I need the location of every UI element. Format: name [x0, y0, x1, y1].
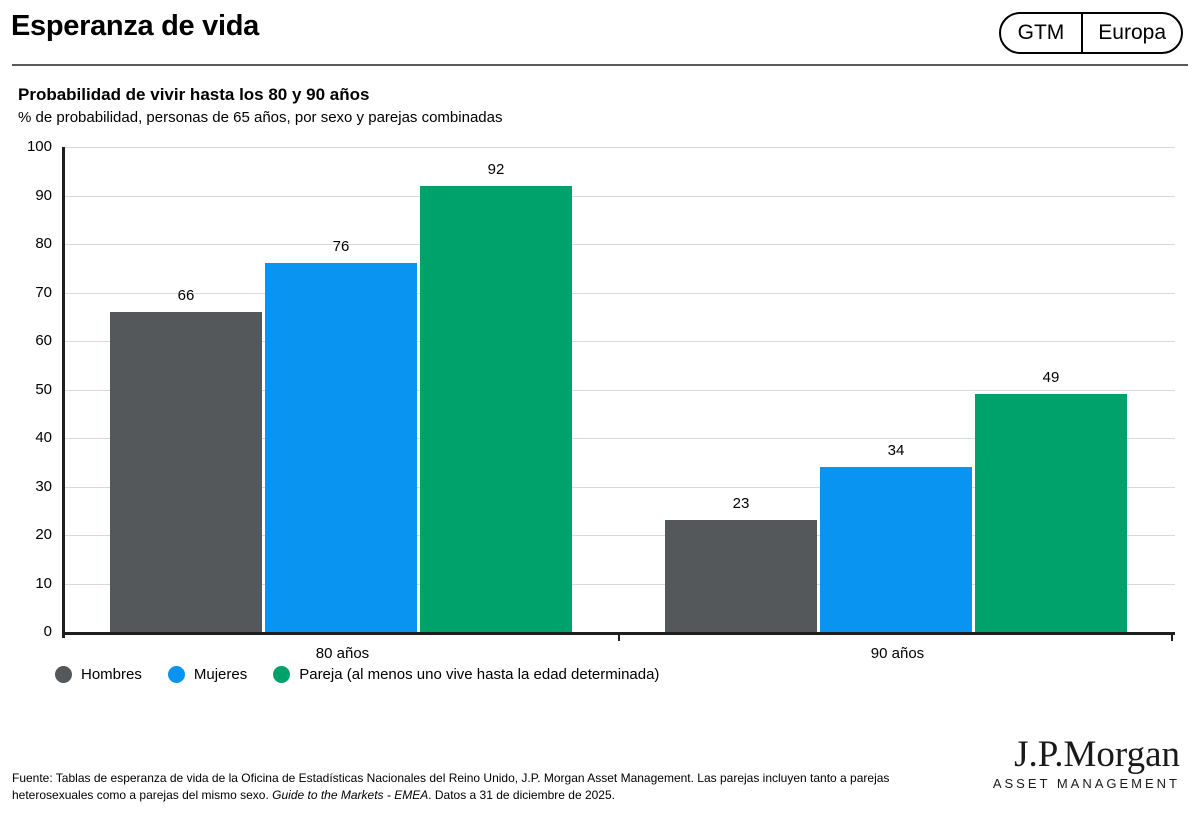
source-note-after: . Datos a 31 de diciembre de 2025.: [428, 788, 615, 802]
y-axis-tick-label: 50: [35, 380, 52, 398]
y-axis-tick-label: 20: [35, 526, 52, 543]
badge-gtm-label: GTM: [1017, 21, 1065, 44]
bar-value-label: 34: [887, 442, 905, 460]
x-axis-category-label: 90 años: [870, 645, 925, 662]
bar-value-label: 76: [332, 238, 350, 256]
y-axis-tick-label: 30: [35, 477, 52, 495]
jpmorgan-logo: J.P.Morgan ASSET MANAGEMENT: [992, 734, 1180, 792]
bar-mujeres-90-años: [820, 467, 972, 632]
gridline: [65, 438, 1175, 439]
gridline: [65, 244, 1175, 245]
bar-hombres-90-años: [665, 520, 817, 632]
y-axis-tick-label: 90: [35, 186, 52, 204]
asset-management-label: ASSET MANAGEMENT: [992, 776, 1180, 791]
chart-subtitle: % de probabilidad, personas de 65 años, …: [18, 109, 503, 126]
bar-pareja-90-años: [975, 394, 1127, 632]
gridline: [65, 389, 1175, 391]
x-axis-tick: [1171, 635, 1173, 641]
legend-color-dot: [273, 666, 291, 683]
y-axis-tick-label: 60: [35, 332, 52, 349]
y-axis-tick-label: 40: [35, 429, 52, 446]
y-axis-tick-label: 100: [26, 138, 52, 155]
header-divider: [12, 64, 1188, 66]
plot-area: 66 76 92 23 34 49: [65, 147, 1175, 632]
badge-region-label: Europa: [1081, 14, 1181, 52]
y-axis-tick-label: 70: [35, 283, 52, 301]
gridline: [65, 292, 1175, 294]
legend-item-hombres: Hombres: [55, 666, 142, 683]
legend-color-dot: [55, 666, 72, 683]
y-axis-tick-label: 0: [43, 623, 52, 640]
legend-item-pareja: Pareja (al menos uno vive hasta la edad …: [273, 666, 659, 683]
bar-value-label: 66: [177, 286, 195, 304]
source-note-italic: Guide to the Markets - EMEA: [272, 788, 429, 802]
bar-chart: 66 76 92 23 34 49 0 10 20 30 40 50 60 70 80 90 100 80 añ…: [0, 138, 1200, 687]
x-axis-category-label: 80 años: [315, 645, 370, 662]
bar-hombres-80-años: [110, 311, 262, 632]
legend-item-mujeres: Mujeres: [167, 666, 248, 683]
chart-title: Probabilidad de vivir hasta los 80 y 90 …: [18, 85, 370, 104]
y-axis-line: [62, 147, 65, 638]
x-axis-tick: [618, 635, 620, 641]
bar-pareja-80-años: [420, 185, 572, 632]
legend: Hombres Mujeres Pareja (al menos uno vive …: [55, 666, 659, 683]
bar-mujeres-80-años: [265, 263, 417, 632]
legend-label: Hombres: [81, 666, 142, 683]
y-axis-tick-label: 80: [35, 235, 52, 252]
bar-value-label: 49: [1042, 369, 1060, 387]
legend-color-dot: [167, 666, 185, 683]
jpmorgan-wordmark: J.P.Morgan: [1014, 734, 1180, 775]
gtm-europa-badge: GTM Europa: [998, 12, 1183, 54]
x-axis-line: [62, 632, 1175, 635]
bar-value-label: 23: [732, 495, 750, 513]
source-note-regular: Fuente: Tablas de esperanza de vida de l…: [12, 771, 890, 802]
gridline: [65, 535, 1175, 536]
gridline: [65, 486, 1175, 488]
page-title: Esperanza de vida: [11, 10, 259, 42]
y-axis-tick-label: 10: [35, 574, 52, 592]
legend-label: Mujeres: [193, 666, 248, 683]
bar-value-label: 92: [487, 160, 505, 178]
legend-label: Pareja (al menos uno vive hasta la edad …: [299, 666, 660, 683]
source-note: Fuente: Tablas de esperanza de vida de l…: [12, 770, 964, 804]
gridline: [65, 341, 1175, 342]
gridline: [65, 147, 1175, 148]
gridline: [65, 583, 1175, 585]
gridline: [65, 195, 1175, 197]
